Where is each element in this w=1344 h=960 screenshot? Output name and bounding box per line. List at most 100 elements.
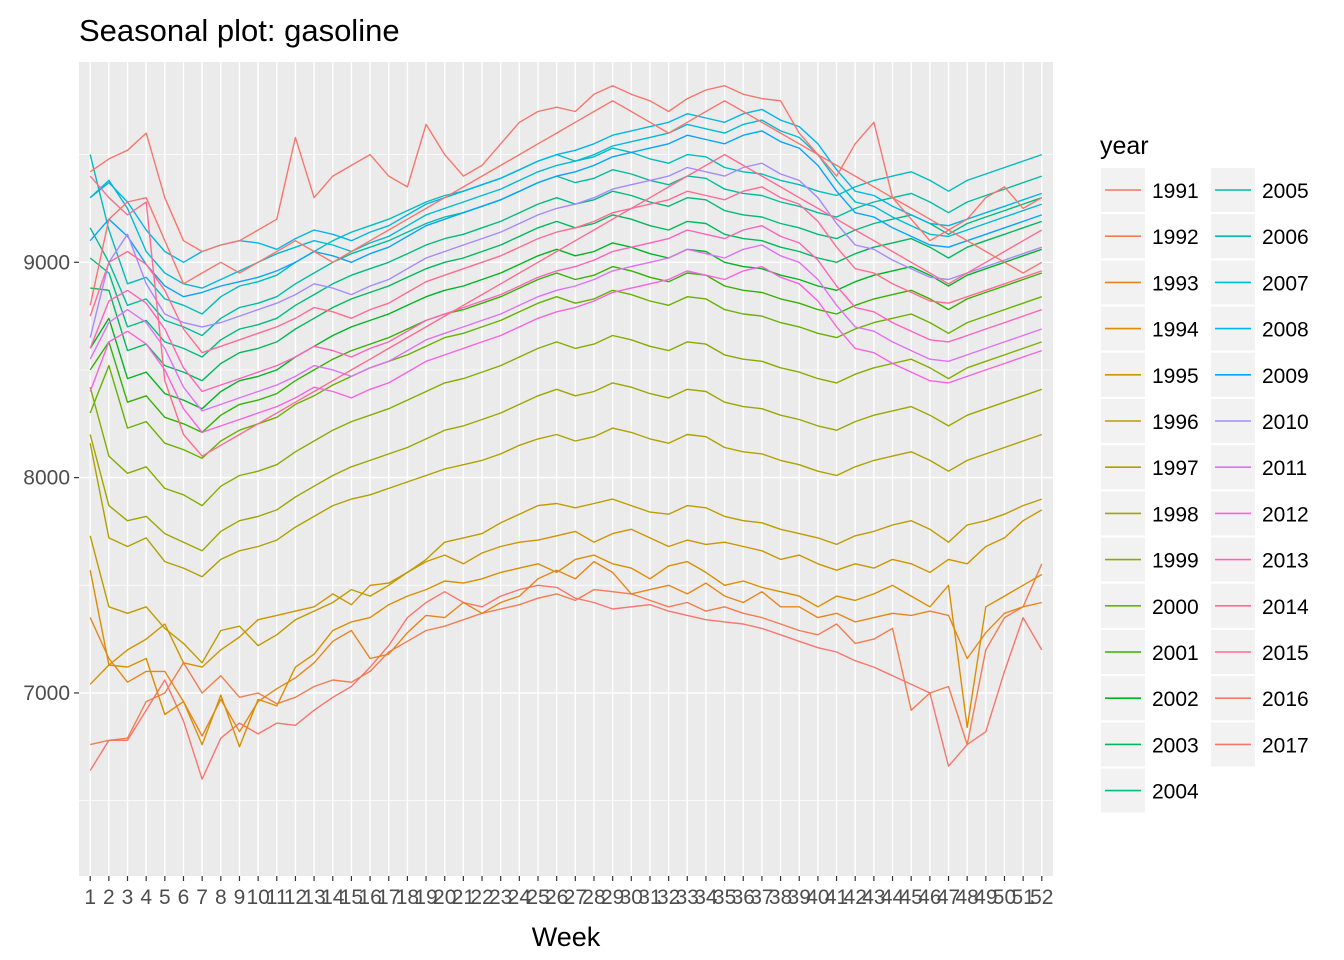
legend-item-2003: 2003: [1101, 722, 1199, 767]
plot-panel: [79, 62, 1053, 876]
series-line-2005: [89, 168, 1043, 337]
x-tick-label: 16: [358, 886, 381, 909]
legend-label: 1994: [1152, 319, 1199, 342]
legend-title: year: [1100, 132, 1149, 160]
legend-item-2010: 2010: [1211, 399, 1309, 443]
legend-label: 2001: [1152, 642, 1199, 665]
legend: 1991 1992 1993 1994 1995 1996 1997 1998 1999 2000…: [1101, 168, 1309, 813]
legend-label: 2007: [1262, 272, 1309, 295]
series-line-2017: [89, 100, 1043, 306]
legend-label: 1998: [1152, 503, 1199, 526]
x-tick-label: 26: [545, 886, 568, 909]
series-line-1993: [89, 560, 1042, 737]
x-tick-label: 27: [564, 886, 587, 909]
legend-item-2004: 2004: [1101, 768, 1199, 813]
x-tick-label: 32: [657, 886, 680, 909]
x-tick-label: 11: [266, 886, 288, 909]
legend-label: 1992: [1152, 226, 1199, 249]
series-line-1999: [89, 334, 1043, 507]
x-tick-label: 2: [103, 886, 115, 909]
series-line-2011: [89, 244, 1043, 412]
series-line-1998: [89, 382, 1043, 552]
legend-item-1999: 1999: [1101, 537, 1199, 582]
x-tick-label: 48: [955, 886, 978, 909]
legend-item-2017: 2017: [1211, 722, 1309, 767]
x-tick-label: 6: [178, 886, 190, 909]
legend-item-2002: 2002: [1101, 676, 1199, 721]
legend-label: 2013: [1262, 550, 1309, 573]
legend-item-1991: 1991: [1101, 168, 1199, 212]
legend-item-2014: 2014: [1211, 583, 1309, 628]
series-line-1995: [89, 509, 1043, 685]
legend-item-1997: 1997: [1101, 445, 1199, 490]
legend-label: 2014: [1262, 596, 1309, 619]
legend-item-2009: 2009: [1211, 352, 1309, 397]
legend-label: 2017: [1262, 734, 1309, 757]
x-tick-label: 43: [862, 886, 885, 909]
legend-label: 1996: [1152, 411, 1199, 434]
x-tick-label: 37: [750, 886, 773, 909]
x-tick-label: 44: [881, 886, 905, 909]
legend-item-2015: 2015: [1211, 630, 1309, 674]
x-tick-label: 33: [676, 886, 699, 909]
legend-label: 2012: [1262, 503, 1309, 526]
x-tick-label: 30: [620, 886, 643, 909]
x-tick-label: 23: [489, 886, 512, 909]
x-tick-label: 50: [993, 886, 1016, 909]
x-tick-label: 21: [452, 886, 475, 909]
legend-label: 2000: [1152, 596, 1199, 619]
x-tick-label: 40: [806, 886, 829, 909]
x-tick-label: 35: [713, 886, 736, 909]
legend-label: 1999: [1152, 550, 1199, 573]
x-tick-label: 5: [159, 886, 171, 909]
x-tick-label: 13: [302, 886, 325, 909]
legend-label: 2009: [1262, 365, 1309, 388]
legend-label: 2010: [1262, 411, 1309, 434]
legend-label: 2005: [1262, 180, 1309, 203]
series-lines: [89, 84, 1043, 780]
legend-item-1998: 1998: [1101, 491, 1199, 536]
series-line-2009: [89, 130, 1043, 298]
x-tick-label: 10: [246, 886, 269, 909]
x-tick-label: 28: [582, 886, 605, 909]
x-tick-label: 9: [234, 886, 246, 909]
series-line-2014: [89, 186, 1043, 354]
x-tick-label: 52: [1030, 886, 1053, 909]
legend-item-2013: 2013: [1211, 537, 1309, 582]
x-tick-label: 42: [844, 886, 867, 909]
series-line-2010: [89, 162, 1043, 338]
series-line-1991: [89, 584, 1043, 780]
x-tick-label: 46: [918, 886, 941, 909]
series-line-2000: [89, 289, 1043, 459]
series-line-1994: [89, 554, 1043, 748]
x-tick-label: 19: [414, 886, 437, 909]
x-tick-label: 1: [84, 886, 96, 909]
legend-item-2008: 2008: [1211, 306, 1309, 351]
x-tick-label: 22: [470, 886, 493, 909]
x-axis-title: Week: [532, 922, 601, 952]
legend-label: 1997: [1152, 457, 1199, 480]
chart-title: Seasonal plot: gasoline: [79, 13, 400, 48]
legend-label: 2016: [1262, 688, 1309, 711]
series-line-2003: [90, 214, 1043, 382]
series-line-2008: [89, 108, 1043, 263]
series-line-2006: [89, 147, 1043, 315]
legend-item-2000: 2000: [1101, 583, 1199, 628]
series-line-1997: [89, 427, 1043, 578]
series-line-2012: [89, 265, 1043, 434]
legend-item-2016: 2016: [1211, 676, 1309, 721]
x-tick-label: 17: [377, 886, 400, 909]
series-line-2013: [89, 224, 1043, 393]
x-tick-label: 49: [974, 886, 997, 909]
legend-item-1994: 1994: [1101, 306, 1199, 351]
legend-label: 2006: [1262, 226, 1309, 249]
legend-item-2005: 2005: [1211, 168, 1309, 212]
y-tick-label: 7000: [23, 682, 70, 705]
x-tick-label: 34: [694, 886, 718, 909]
legend-label: 2004: [1152, 781, 1199, 804]
x-tick-label: 8: [215, 886, 227, 909]
x-tick-label: 3: [122, 886, 134, 909]
x-tick-label: 18: [396, 886, 419, 909]
series-line-2002: [89, 242, 1043, 410]
